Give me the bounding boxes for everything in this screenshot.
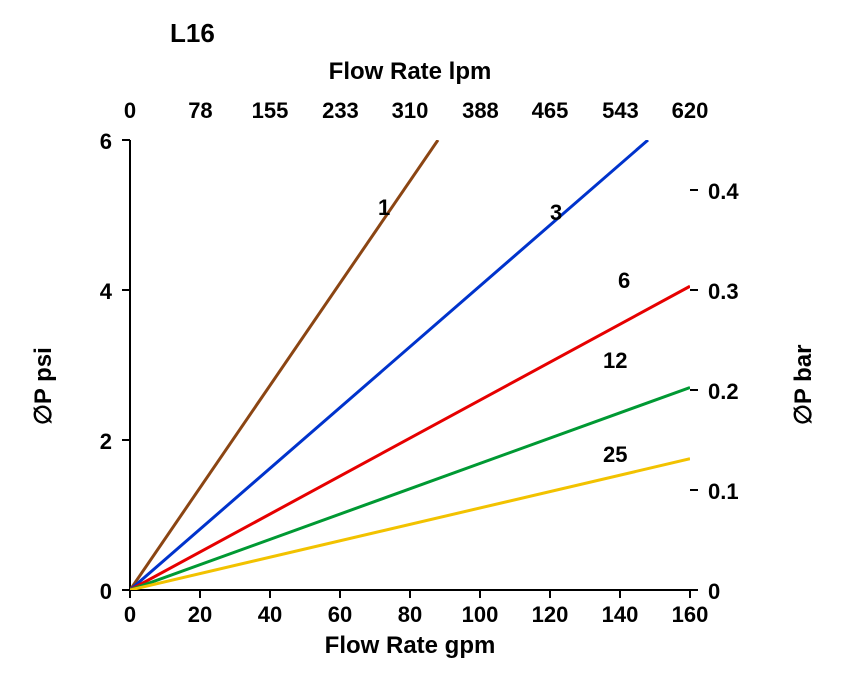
tick-label-top: 78 — [188, 98, 212, 124]
tick-label-top: 388 — [462, 98, 499, 124]
tick-label-bottom: 80 — [398, 602, 422, 628]
series-label: 3 — [550, 200, 562, 226]
tick-label-top: 233 — [322, 98, 359, 124]
tick-label-bottom: 40 — [258, 602, 282, 628]
tick-label-left: 6 — [100, 129, 112, 155]
tick-label-bottom: 20 — [188, 602, 212, 628]
tick-label-top: 465 — [532, 98, 569, 124]
series-line — [130, 286, 690, 590]
tick-label-left: 2 — [100, 429, 112, 455]
series-line — [130, 140, 438, 590]
tick-label-bottom: 120 — [532, 602, 569, 628]
tick-label-bottom: 0 — [124, 602, 136, 628]
tick-label-bottom: 140 — [602, 602, 639, 628]
series-line — [130, 388, 690, 591]
tick-label-left: 4 — [100, 279, 112, 305]
tick-label-top: 0 — [124, 98, 136, 124]
series-label: 12 — [603, 348, 627, 374]
tick-label-right: 0.4 — [708, 179, 739, 205]
tick-label-left: 0 — [100, 579, 112, 605]
tick-label-right: 0 — [708, 579, 720, 605]
tick-label-right: 0.1 — [708, 479, 739, 505]
tick-label-top: 155 — [252, 98, 289, 124]
tick-label-top: 310 — [392, 98, 429, 124]
tick-label-right: 0.3 — [708, 279, 739, 305]
tick-label-top: 620 — [672, 98, 709, 124]
series-label: 6 — [618, 268, 630, 294]
tick-label-bottom: 100 — [462, 602, 499, 628]
series-label: 25 — [603, 442, 627, 468]
series-line — [130, 459, 690, 590]
tick-label-top: 543 — [602, 98, 639, 124]
tick-label-bottom: 160 — [672, 602, 709, 628]
tick-label-bottom: 60 — [328, 602, 352, 628]
series-label: 1 — [378, 195, 390, 221]
tick-label-right: 0.2 — [708, 379, 739, 405]
chart-page: { "chart": { "type": "line", "title": "L… — [0, 0, 868, 700]
